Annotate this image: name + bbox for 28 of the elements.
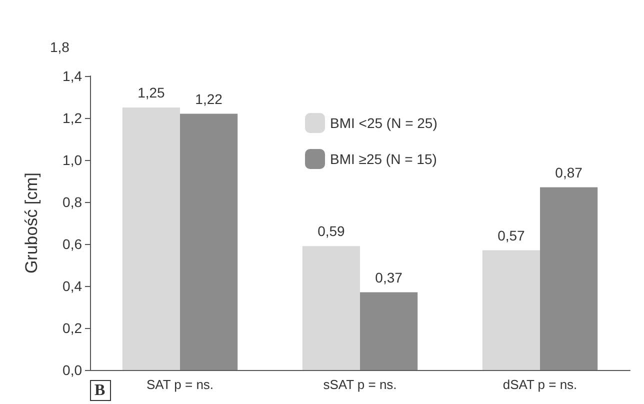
data-label: 1,22 xyxy=(195,90,223,107)
bar xyxy=(302,246,360,370)
data-label: 0,59 xyxy=(318,223,346,240)
data-label: 0,57 xyxy=(498,227,526,244)
x-tick-label: sSAT p = ns. xyxy=(323,377,397,392)
legend-label: BMI <25 (N = 25) xyxy=(330,115,438,131)
bar xyxy=(360,292,418,370)
y-tick-label: 1,4 xyxy=(62,68,82,84)
y-tick-label: 0,4 xyxy=(62,278,82,294)
y-tick-label: 0,2 xyxy=(62,320,82,336)
data-label: 0,87 xyxy=(555,164,583,180)
text: 1,8 xyxy=(50,39,70,55)
text: B xyxy=(94,382,106,399)
data-label: 1,25 xyxy=(138,84,166,100)
y-tick-label: 1,0 xyxy=(62,152,82,168)
x-tick-label: dSAT p = ns. xyxy=(502,377,578,392)
y-tick-label: 0,6 xyxy=(62,236,82,252)
y-tick-label: 1,2 xyxy=(62,110,82,126)
y-tick-label: 0,8 xyxy=(62,194,82,210)
bar xyxy=(482,250,540,370)
bar xyxy=(122,108,180,370)
x-tick-label: SAT p = ns. xyxy=(146,377,214,392)
y-axis-title: Grubość [cm] xyxy=(22,172,41,274)
y-tick-label: 0,0 xyxy=(62,362,82,378)
bar xyxy=(180,114,238,370)
data-label: 0,37 xyxy=(375,269,403,286)
legend-label: BMI ≥25 (N = 15) xyxy=(330,151,437,167)
bar xyxy=(540,187,598,370)
